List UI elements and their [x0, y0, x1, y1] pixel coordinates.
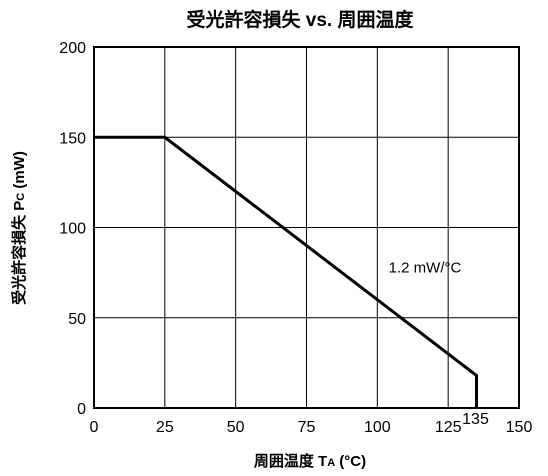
- x-tick-label-100: 100: [364, 419, 391, 436]
- x-tick-label-150: 150: [506, 419, 533, 436]
- annotations: 1.2 mW/°C: [389, 260, 462, 277]
- x-tick-label-125: 125: [435, 419, 462, 436]
- chart-title: 受光許容損失 vs. 周囲温度: [187, 8, 415, 31]
- x-axis-label-sub: A: [327, 457, 335, 469]
- x-tick-label-50: 50: [227, 419, 245, 436]
- y-axis-label-main: 受光許容損失 P: [10, 201, 28, 305]
- annotation-0: 1.2 mW/°C: [389, 260, 462, 277]
- series-line: [94, 135, 478, 408]
- grid: [94, 47, 519, 408]
- x-tick-label-0: 0: [90, 419, 99, 436]
- y-axis-label-sub: C: [15, 193, 27, 201]
- y-tick-label-150: 150: [59, 130, 86, 147]
- y-tick-label-0: 0: [77, 401, 86, 418]
- y-tick-label-100: 100: [59, 221, 86, 238]
- tick-labels: 0 25 50 75 100 125 150 0 50 100 150 200 135: [59, 40, 532, 436]
- plot-frame: [93, 46, 520, 409]
- x-tick-label-extra: 135: [462, 411, 489, 428]
- x-axis-label-unit: (°C): [335, 453, 366, 470]
- y-tick-label-50: 50: [68, 311, 86, 328]
- y-axis-label: 受光許容損失 PC (mW): [10, 151, 28, 305]
- x-tick-label-75: 75: [298, 419, 316, 436]
- x-axis-label-main: 周囲温度 T: [254, 452, 327, 470]
- y-tick-label-200: 200: [59, 40, 86, 57]
- x-axis-label: 周囲温度 TA (°C): [254, 452, 366, 470]
- x-tick-label-25: 25: [156, 419, 174, 436]
- y-axis-label-unit: (mW): [11, 151, 28, 193]
